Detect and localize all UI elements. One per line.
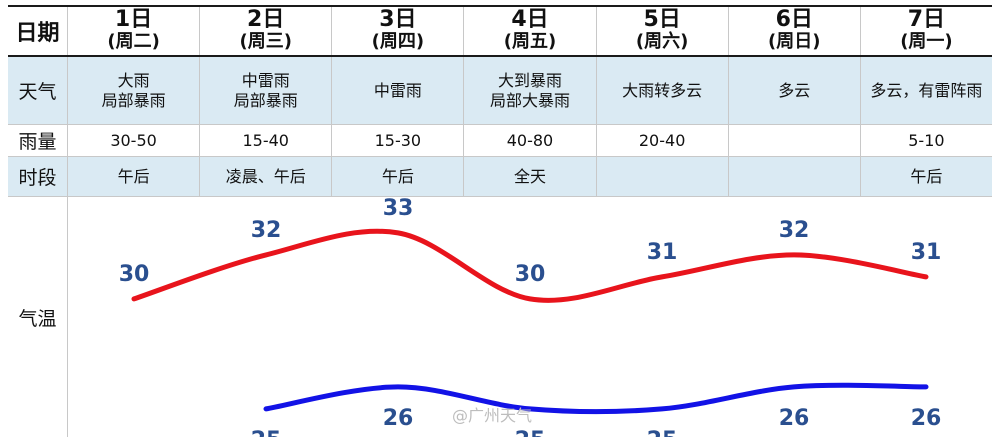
rainfall-row: 雨量 30-50 15-40 15-30 40-80 20-40 5-10 (8, 125, 992, 157)
low-temp-label: 26 (911, 406, 942, 431)
high-temp-label: 31 (647, 240, 678, 265)
day-date: 1日 (114, 7, 153, 32)
high-temp-label: 30 (515, 262, 546, 287)
day-weekday: (周一) (900, 31, 953, 52)
weather-cell: 大雨 局部暴雨 (68, 57, 201, 124)
low-temp-line (263, 382, 929, 415)
day-date: 2日 (247, 7, 285, 32)
period-cell (729, 157, 861, 196)
day-header: 6日 (周日) (729, 7, 861, 55)
day-date: 3日 (379, 7, 417, 32)
low-temp-label: 26 (779, 406, 810, 431)
weather-text: 多云，有雷阵雨 (870, 80, 983, 100)
date-row-label: 日期 (8, 7, 68, 55)
rainfall-cell: 20-40 (597, 125, 729, 156)
low-temp-label: 26 (383, 406, 414, 431)
day-weekday: (周五) (503, 31, 557, 52)
day-date: 5日 (643, 7, 681, 32)
temperature-chart: 30 32 33 30 31 32 31 25 26 25 25 26 26 (119, 197, 942, 437)
day-header: 7日 (周一) (861, 7, 992, 55)
period-cell: 全天 (464, 157, 597, 196)
rainfall-cell (729, 125, 861, 156)
period-cell (597, 157, 729, 196)
period-cell: 凌晨、午后 (200, 157, 333, 196)
weather-cell: 多云 (729, 57, 861, 124)
rainfall-cell: 15-40 (200, 125, 333, 156)
high-temp-line (131, 228, 929, 303)
date-header-row: 日期 1日 (周二) 2日 (周三) 3日 (周四) 4日 (周五) 5日 (周六) 6日 (周日) 7… (8, 5, 992, 57)
high-temp-label: 31 (911, 240, 942, 265)
day-weekday: (周四) (371, 31, 425, 52)
day-header: 3日 (周四) (332, 7, 465, 55)
high-temp-label: 30 (119, 262, 150, 287)
temperature-row-label: 气温 (8, 197, 68, 437)
period-cell: 午后 (332, 157, 465, 196)
high-temp-label: 32 (779, 218, 810, 243)
day-date: 4日 (511, 7, 549, 32)
weather-text: 大雨转多云 (622, 80, 703, 100)
low-temp-label: 25 (251, 428, 282, 437)
period-cell: 午后 (910, 166, 943, 186)
period-cell: 午后 (68, 157, 201, 196)
weather-text: 中雷雨 (373, 80, 422, 100)
weather-cell: 中雷雨 (332, 57, 465, 124)
day-weekday: (周二) (107, 31, 160, 52)
weather-row-label: 天气 (8, 57, 68, 124)
day-weekday: (周日) (768, 31, 821, 52)
rainfall-row-label: 雨量 (8, 125, 68, 156)
day-date: 6日 (775, 7, 813, 32)
weibo-watermark: @广州天气 (452, 406, 533, 425)
rainfall-cell: 40-80 (464, 125, 597, 156)
weather-text: 中雷雨 (241, 70, 290, 90)
day-header: 2日 (周三) (200, 7, 333, 55)
period-row: 时段 午后 凌晨、午后 午后 全天 午后 (8, 157, 992, 197)
day-weekday: (周三) (239, 31, 292, 52)
rainfall-cell: 5-10 (908, 130, 945, 150)
low-temp-label: 25 (647, 428, 678, 437)
high-temp-label: 32 (251, 218, 282, 243)
weather-text: 局部大暴雨 (489, 90, 570, 110)
period-row-label: 时段 (8, 157, 68, 196)
day-weekday: (周六) (635, 31, 689, 52)
weather-text: 局部暴雨 (101, 90, 166, 110)
temperature-panel: 气温 30 32 33 30 31 32 31 25 26 25 25 26 26 (8, 197, 992, 437)
weather-cell: 中雷雨 局部暴雨 (200, 57, 333, 124)
rainfall-cell: 15-30 (332, 125, 465, 156)
high-temp-label: 33 (383, 197, 414, 221)
weather-cell: 大到暴雨 局部大暴雨 (464, 57, 597, 124)
weather-text: 大雨 (117, 70, 150, 90)
rainfall-cell: 30-50 (68, 125, 201, 156)
day-header: 5日 (周六) (597, 7, 729, 55)
day-date: 7日 (907, 7, 946, 32)
weather-row: 天气 大雨 局部暴雨 中雷雨 局部暴雨 中雷雨 大到暴雨 局部大暴雨 大雨转多云 多云 多云，有雷… (8, 57, 992, 125)
weather-text: 局部暴雨 (233, 90, 298, 110)
weather-text: 大到暴雨 (497, 70, 562, 90)
weather-text: 多云 (778, 80, 811, 100)
low-temp-label: 25 (515, 428, 546, 437)
day-header: 1日 (周二) (68, 7, 201, 55)
day-header: 4日 (周五) (464, 7, 597, 55)
weather-cell: 大雨转多云 (597, 57, 729, 124)
weather-cell: 多云，有雷阵雨 (861, 57, 992, 124)
